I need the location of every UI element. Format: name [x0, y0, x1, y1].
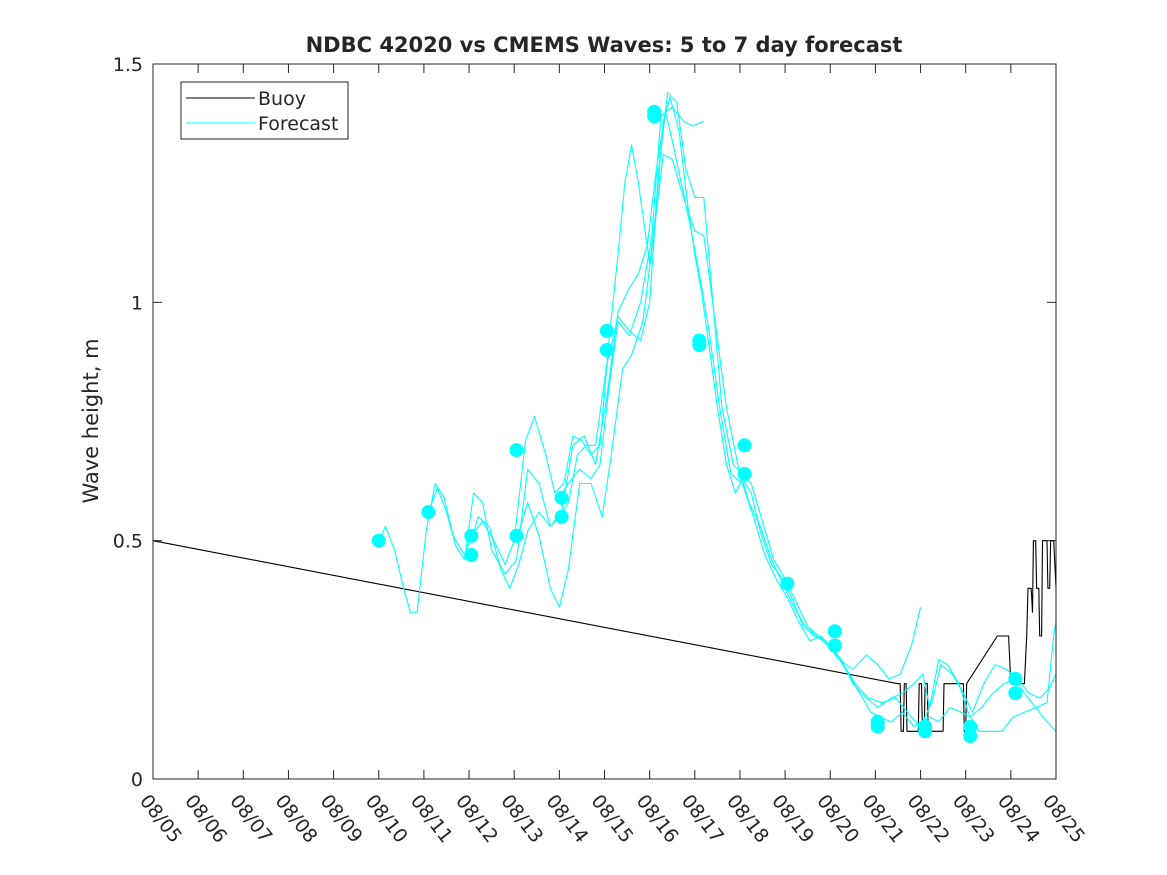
forecast-marker — [737, 466, 752, 481]
legend-box — [180, 81, 349, 140]
y-tick-labels: 0 0.5 1 1.5 — [113, 54, 143, 791]
forecast-marker — [870, 719, 885, 734]
chart-title: NDBC 42020 vs CMEMS Waves: 5 to 7 day fo… — [306, 33, 903, 57]
forecast-marker — [509, 528, 524, 543]
y-tick-label: 0.5 — [113, 531, 143, 553]
forecast-marker — [780, 576, 795, 591]
forecast-series-line-4 — [515, 154, 922, 680]
legend: Buoy Forecast — [180, 81, 349, 140]
forecast-marker — [963, 729, 978, 744]
y-tick-label: 1.5 — [113, 54, 143, 76]
forecast-marker — [1008, 671, 1023, 686]
forecast-marker — [827, 638, 842, 653]
forecast-marker — [1008, 686, 1023, 701]
forecast-marker — [464, 528, 479, 543]
forecast-marker — [464, 548, 479, 562]
forecast-marker — [827, 624, 842, 639]
forecast-marker — [554, 490, 569, 505]
series-layer — [152, 92, 1057, 732]
forecast-marker — [647, 109, 662, 124]
forecast-marker — [554, 509, 569, 524]
legend-label-buoy: Buoy — [258, 88, 306, 110]
y-tick-label: 0 — [131, 769, 143, 791]
forecast-series-line-3 — [470, 92, 1057, 732]
forecast-marker — [421, 505, 436, 520]
forecast-marker — [509, 443, 524, 458]
marker-layer — [371, 104, 1023, 744]
y-axis-label: Wave height, m — [79, 338, 103, 503]
forecast-marker — [599, 343, 614, 357]
forecast-marker — [692, 338, 707, 353]
plot-frame — [152, 63, 1057, 780]
forecast-series-line-2 — [427, 111, 1057, 728]
buoy-series-line — [152, 540, 1057, 732]
legend-label-forecast: Forecast — [258, 113, 338, 135]
forecast-marker — [599, 323, 614, 338]
plot-area — [153, 64, 1056, 779]
forecast-marker — [918, 724, 933, 739]
forecast-marker — [371, 533, 386, 548]
y-tick-label: 1 — [131, 292, 143, 314]
forecast-series-line-5 — [558, 106, 705, 499]
forecast-marker — [737, 438, 752, 453]
